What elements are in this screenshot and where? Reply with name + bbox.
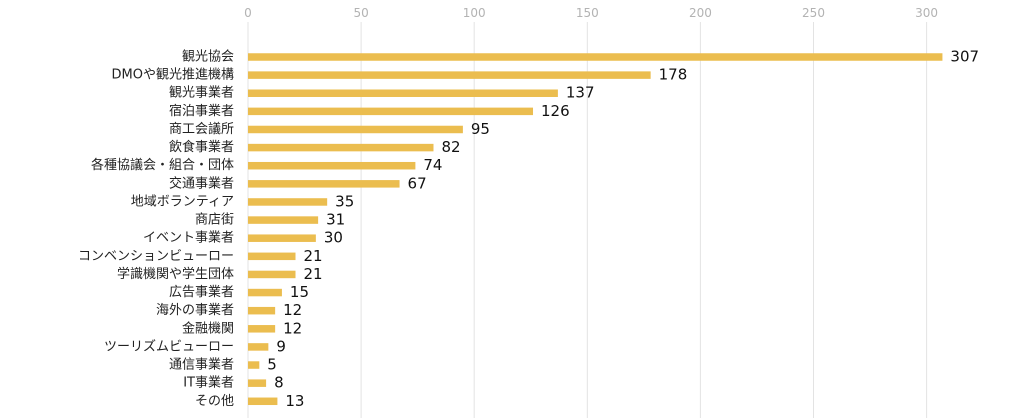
category-label: 地域ボランティア <box>131 194 234 209</box>
data-label: 126 <box>541 102 570 120</box>
category-labels: 観光協会 DMOや観光推進機構観光事業者宿泊事業者商工会議所飲食事業者各種協議会・… <box>78 50 234 409</box>
x-tick-label: 100 <box>463 6 486 20</box>
data-label: 12 <box>283 301 302 319</box>
data-label: 21 <box>304 265 323 283</box>
category-label: 金融機関 <box>182 320 234 336</box>
category-label: 商店街 <box>195 213 234 228</box>
category-label: 交通事業者 <box>169 175 234 191</box>
data-label: 9 <box>276 337 286 355</box>
category-label: コンベンションビューロー <box>78 249 234 264</box>
data-labels: 3071781371269582746735313021211512129581… <box>267 48 979 410</box>
data-label: 35 <box>335 192 354 210</box>
bar <box>248 397 278 406</box>
data-label: 13 <box>285 392 304 410</box>
bar <box>248 288 282 297</box>
x-tick-label: 300 <box>915 6 938 20</box>
x-axis-tick-labels: 0 50 100 150 200 250 300 <box>244 6 938 20</box>
x-tick-label: 200 <box>689 6 712 20</box>
bar <box>248 216 319 224</box>
bar <box>248 53 943 61</box>
category-label: 観光事業者 <box>169 85 234 101</box>
category-label: 広告事業者 <box>169 284 234 300</box>
data-label: 8 <box>274 374 284 392</box>
bar <box>248 71 651 79</box>
data-label: 178 <box>659 66 688 84</box>
bar <box>248 180 400 188</box>
category-label: IT事業者 <box>183 375 234 391</box>
category-label: 海外の事業者 <box>156 302 234 318</box>
data-label: 95 <box>471 120 490 138</box>
bar <box>248 252 296 261</box>
category-label: 飲食事業者 <box>169 139 234 155</box>
bar <box>248 306 276 315</box>
bar <box>248 325 276 333</box>
data-label: 82 <box>441 138 460 156</box>
category-label: 各種協議会・組合・団体 <box>91 157 234 173</box>
grid-lines <box>247 22 928 418</box>
data-label: 74 <box>423 156 442 174</box>
bar <box>248 379 267 387</box>
bar <box>248 125 463 134</box>
category-label: 観光協会 <box>182 50 234 65</box>
bar <box>248 270 296 279</box>
category-label: DMOや観光推進機構 <box>112 68 234 83</box>
bars <box>248 53 943 406</box>
category-label: 商工会議所 <box>169 122 234 137</box>
bar <box>248 161 416 170</box>
category-label: イベント事業者 <box>143 230 234 246</box>
bar <box>248 343 269 351</box>
data-label: 30 <box>324 229 343 247</box>
bar <box>248 89 558 97</box>
bar <box>248 361 260 369</box>
bar <box>248 234 316 242</box>
data-label: 15 <box>290 283 309 301</box>
category-label: 宿泊事業者 <box>169 103 234 119</box>
data-label: 21 <box>304 247 323 265</box>
data-label: 31 <box>326 211 345 229</box>
bar <box>248 198 328 206</box>
x-tick-label: 0 <box>244 6 252 20</box>
category-label: ツーリズムビューロー <box>104 338 234 354</box>
data-label: 12 <box>283 319 302 337</box>
data-label: 5 <box>267 356 277 374</box>
x-tick-label: 50 <box>353 6 368 20</box>
category-label: その他 <box>195 394 234 409</box>
data-label: 307 <box>950 48 979 66</box>
category-label: 学識機関や学生団体 <box>117 266 234 282</box>
data-label: 137 <box>566 84 595 102</box>
bar <box>248 143 434 152</box>
x-tick-label: 150 <box>576 6 599 20</box>
data-label: 67 <box>408 174 427 192</box>
category-label: 通信事業者 <box>169 357 234 373</box>
bar <box>248 107 534 116</box>
x-tick-label: 250 <box>802 6 825 20</box>
